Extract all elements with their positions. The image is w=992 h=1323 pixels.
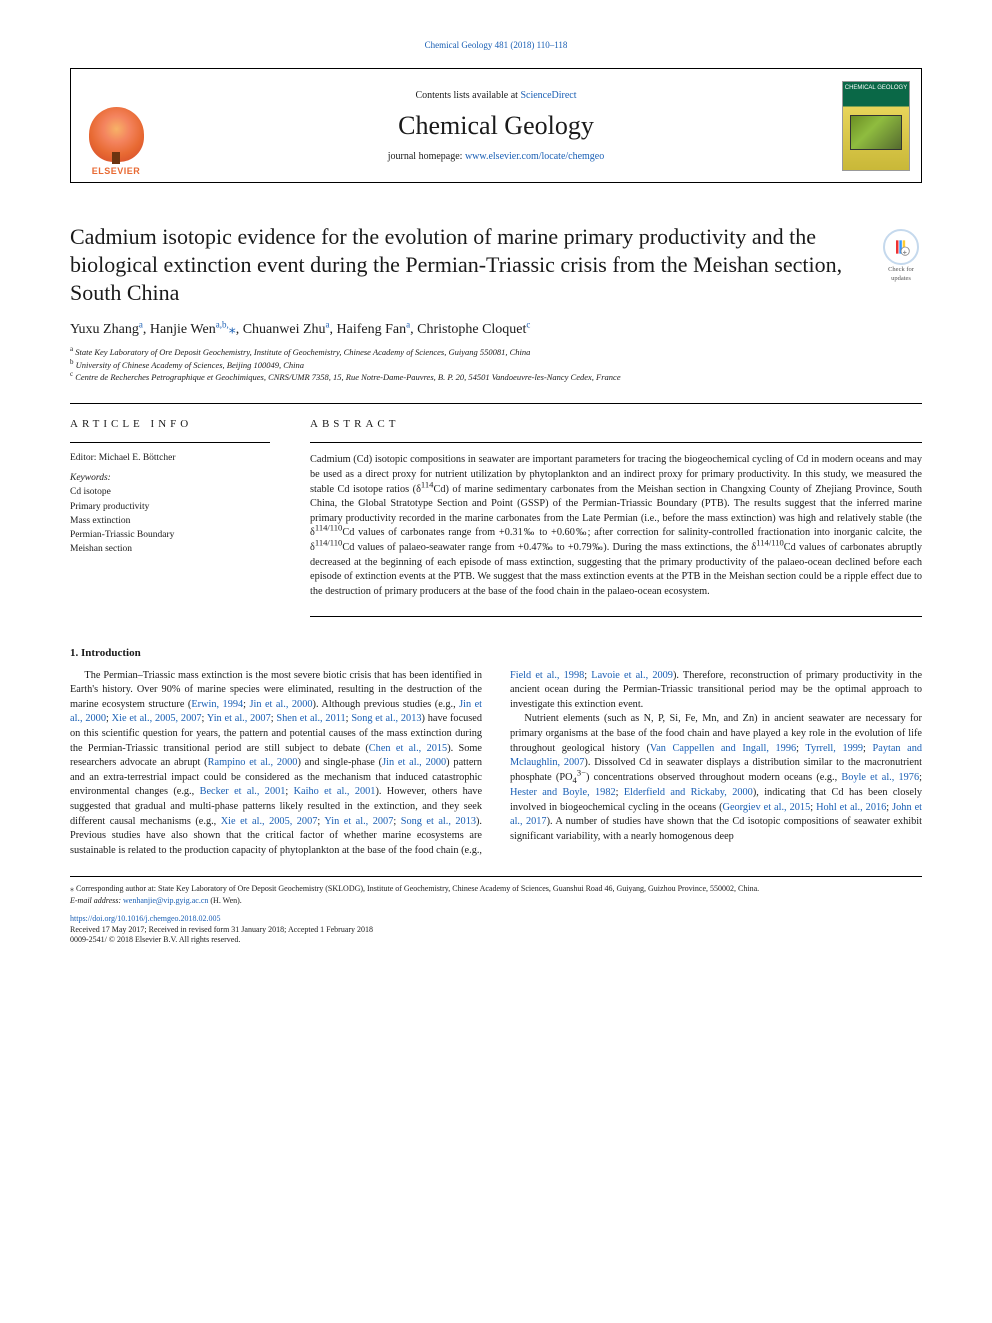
- journal-header: ELSEVIER Contents lists available at Sci…: [70, 68, 922, 183]
- running-head-link[interactable]: Chemical Geology 481 (2018) 110–118: [425, 40, 568, 50]
- ref-link[interactable]: Song et al., 2013: [401, 816, 476, 827]
- ref-link[interactable]: Yin et al., 2007: [324, 816, 393, 827]
- email-suffix: (H. Wen).: [210, 896, 241, 905]
- ref-link[interactable]: Yin et al., 2007: [207, 713, 271, 724]
- elsevier-tree-icon: [89, 107, 144, 162]
- ref-link[interactable]: Xie et al., 2005, 2007: [221, 816, 318, 827]
- ref-link[interactable]: Jin et al., 2000: [249, 699, 312, 710]
- ref-link[interactable]: Hohl et al., 2016: [816, 802, 886, 813]
- article-footer: https://doi.org/10.1016/j.chemgeo.2018.0…: [70, 914, 922, 946]
- abstract-block: ABSTRACT Cadmium (Cd) isotopic compositi…: [310, 404, 922, 616]
- publisher-logo-cell: ELSEVIER: [71, 69, 161, 182]
- journal-cover-thumb: CHEMICAL GEOLOGY: [842, 81, 910, 171]
- ref-link[interactable]: Elderfield and Rickaby, 2000: [624, 787, 753, 798]
- corresponding-email-link[interactable]: wenhanjie@vip.gyig.ac.cn: [123, 896, 208, 905]
- body-columns: The Permian–Triassic mass extinction is …: [70, 669, 922, 859]
- keyword: Meishan section: [70, 542, 270, 556]
- ref-link[interactable]: Hester and Boyle, 1982: [510, 787, 616, 798]
- homepage-prefix: journal homepage:: [388, 151, 465, 162]
- ref-link[interactable]: Field et al., 1998: [510, 670, 584, 681]
- contents-prefix: Contents lists available at: [415, 90, 520, 101]
- title-row: Cadmium isotopic evidence for the evolut…: [70, 223, 922, 307]
- ref-link[interactable]: Boyle et al., 1976: [841, 772, 919, 783]
- ref-link[interactable]: Tyrrell, 1999: [805, 743, 863, 754]
- history-line: Received 17 May 2017; Received in revise…: [70, 925, 373, 934]
- abstract-heading: ABSTRACT: [310, 404, 922, 443]
- section-heading-intro: 1. Introduction: [70, 647, 922, 659]
- journal-name: Chemical Geology: [398, 111, 594, 141]
- homepage-link[interactable]: www.elsevier.com/locate/chemgeo: [465, 151, 604, 162]
- crossmark-label-1: Check for: [888, 267, 914, 274]
- keyword: Cd isotope: [70, 485, 270, 499]
- journal-cover-cell: CHEMICAL GEOLOGY: [831, 69, 921, 182]
- ref-link[interactable]: Shen et al., 2011: [276, 713, 345, 724]
- ref-link[interactable]: Kaiho et al., 2001: [294, 786, 376, 797]
- ref-link[interactable]: Song et al., 2013: [351, 713, 421, 724]
- elsevier-wordmark: ELSEVIER: [92, 166, 141, 176]
- copyright-line: 0009-2541/ © 2018 Elsevier B.V. All righ…: [70, 935, 240, 944]
- author-list: Yuxu Zhanga, Hanjie Wena,b,⁎, Chuanwei Z…: [70, 321, 922, 338]
- ref-link[interactable]: Rampino et al., 2000: [208, 757, 298, 768]
- email-label: E-mail address:: [70, 896, 121, 905]
- ref-link[interactable]: Van Cappellen and Ingall, 1996: [650, 743, 796, 754]
- sciencedirect-link[interactable]: ScienceDirect: [520, 90, 576, 101]
- ref-link[interactable]: Lavoie et al., 2009: [591, 670, 673, 681]
- keyword: Mass extinction: [70, 514, 270, 528]
- cover-photo-region: [850, 115, 903, 150]
- cover-title: CHEMICAL GEOLOGY: [843, 85, 909, 92]
- keyword: Primary productivity: [70, 500, 270, 514]
- editor-line: Editor: Michael E. Böttcher: [70, 453, 270, 463]
- corresponding-author-note: ⁎ Corresponding author at: State Key Lab…: [70, 883, 922, 894]
- article-info-heading: ARTICLE INFO: [70, 404, 270, 443]
- keywords-heading: Keywords:: [70, 473, 270, 483]
- ref-link[interactable]: Georgiev et al., 2015: [723, 802, 811, 813]
- info-abstract-row: ARTICLE INFO Editor: Michael E. Böttcher…: [70, 403, 922, 616]
- ref-link[interactable]: Xie et al., 2005, 2007: [112, 713, 202, 724]
- doi-link[interactable]: https://doi.org/10.1016/j.chemgeo.2018.0…: [70, 914, 221, 923]
- article-info-block: ARTICLE INFO Editor: Michael E. Böttcher…: [70, 404, 270, 616]
- footnotes: ⁎ Corresponding author at: State Key Lab…: [70, 876, 922, 905]
- ref-link[interactable]: Chen et al., 2015: [369, 743, 447, 754]
- keywords-list: Cd isotopePrimary productivityMass extin…: [70, 485, 270, 556]
- ref-link[interactable]: Becker et al., 2001: [200, 786, 286, 797]
- email-line: E-mail address: wenhanjie@vip.gyig.ac.cn…: [70, 895, 922, 906]
- running-head: Chemical Geology 481 (2018) 110–118: [70, 40, 922, 50]
- contents-line: Contents lists available at ScienceDirec…: [415, 90, 576, 101]
- crossmark-widget[interactable]: Check for updates: [880, 229, 922, 282]
- ref-link[interactable]: Erwin, 1994: [191, 699, 243, 710]
- editor-label: Editor:: [70, 453, 96, 463]
- abstract-text: Cadmium (Cd) isotopic compositions in se…: [310, 453, 922, 616]
- affiliations: a State Key Laboratory of Ore Deposit Ge…: [70, 346, 922, 383]
- crossmark-label-2: updates: [891, 276, 911, 283]
- article-title: Cadmium isotopic evidence for the evolut…: [70, 223, 868, 307]
- ref-link[interactable]: Jin et al., 2000: [382, 757, 446, 768]
- elsevier-logo: ELSEVIER: [89, 107, 144, 176]
- crossmark-badge-icon: [883, 229, 919, 265]
- keyword: Permian-Triassic Boundary: [70, 528, 270, 542]
- homepage-line: journal homepage: www.elsevier.com/locat…: [388, 151, 605, 162]
- journal-header-center: Contents lists available at ScienceDirec…: [161, 69, 831, 182]
- editor-name: Michael E. Böttcher: [99, 453, 176, 463]
